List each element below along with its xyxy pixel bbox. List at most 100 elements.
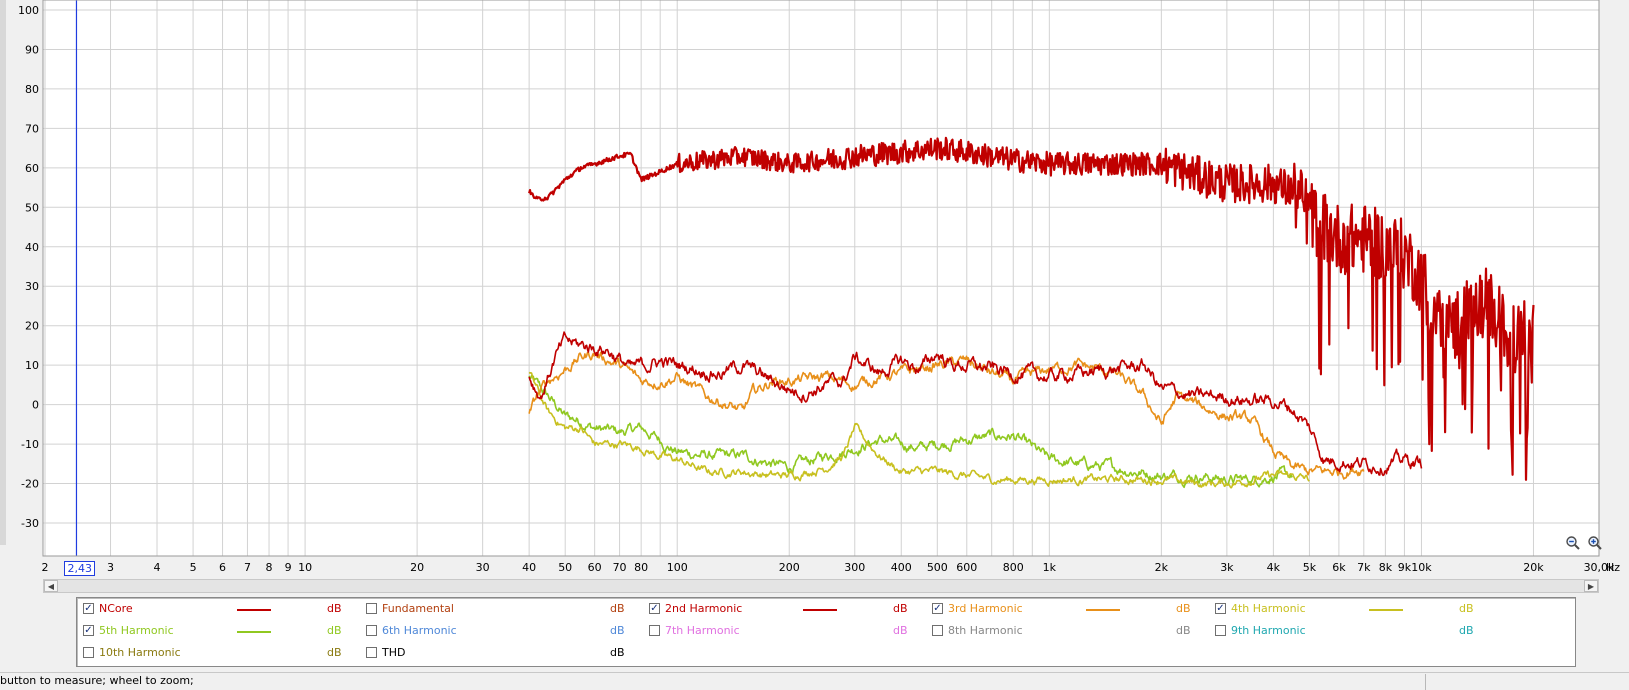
legend-checkbox-7th-harmonic[interactable] <box>649 625 660 636</box>
legend-item-8th-harmonic[interactable]: 8th Harmonic dB <box>926 622 1216 640</box>
status-text: button to measure; wheel to zoom; <box>0 674 194 687</box>
x-tick-label: 40 <box>522 561 536 574</box>
legend-item-7th-harmonic[interactable]: 7th Harmonic dB <box>643 622 933 640</box>
legend-line-swatch <box>237 609 271 611</box>
x-tick-label: 6 <box>219 561 226 574</box>
plot-area[interactable] <box>43 0 1599 556</box>
scroll-left-arrow[interactable]: ◀ <box>44 580 58 592</box>
x-tick-label: 7 <box>244 561 251 574</box>
x-tick-label: 60 <box>588 561 602 574</box>
legend-checkbox-5th-harmonic[interactable]: ✓ <box>83 625 94 636</box>
y-tick-label: 30 <box>25 280 39 293</box>
legend-label: 8th Harmonic <box>948 624 1023 637</box>
series-line-2nd-harmonic <box>528 331 1423 477</box>
legend-unit: dB <box>610 624 625 637</box>
legend-unit: dB <box>1176 624 1191 637</box>
legend-checkbox-fundamental[interactable] <box>366 603 377 614</box>
legend-item-ncore[interactable]: ✓ NCore dB <box>77 600 367 618</box>
legend-checkbox-4th-harmonic[interactable]: ✓ <box>1215 603 1226 614</box>
legend-unit: dB <box>893 602 908 615</box>
x-tick-label: 2k <box>1155 561 1169 574</box>
x-tick-label: 7k <box>1357 561 1371 574</box>
legend-unit: dB <box>893 624 908 637</box>
y-tick-label: 80 <box>25 83 39 96</box>
legend-unit: dB <box>610 646 625 659</box>
x-tick-label: 3k <box>1220 561 1234 574</box>
x-tick-label: 500 <box>927 561 948 574</box>
y-tick-label: -10 <box>21 438 39 451</box>
x-tick-label: 70 <box>613 561 627 574</box>
legend-checkbox-ncore[interactable]: ✓ <box>83 603 94 614</box>
legend-checkbox-9th-harmonic[interactable] <box>1215 625 1226 636</box>
legend-item-3rd-harmonic[interactable]: ✓ 3rd Harmonic dB <box>926 600 1216 618</box>
zoom-in-icon[interactable] <box>1587 535 1603 551</box>
x-tick-label: 1k <box>1043 561 1057 574</box>
y-tick-label: -30 <box>21 517 39 530</box>
zoom-out-icon[interactable] <box>1565 535 1581 551</box>
legend-panel: ✓ NCore dB Fundamental dB ✓ 2nd Harmonic dB ✓ 3rd… <box>76 597 1576 667</box>
x-tick-label: 20 <box>410 561 424 574</box>
legend-unit: dB <box>327 602 342 615</box>
x-tick-label: 300 <box>844 561 865 574</box>
legend-item-6th-harmonic[interactable]: 6th Harmonic dB <box>360 622 650 640</box>
vertical-scrollbar[interactable] <box>0 0 6 545</box>
legend-label: 2nd Harmonic <box>665 602 743 615</box>
x-tick-label: 100 <box>667 561 688 574</box>
legend-checkbox-10th-harmonic[interactable] <box>83 647 94 658</box>
legend-checkbox-thd[interactable] <box>366 647 377 658</box>
y-tick-label: 20 <box>25 320 39 333</box>
legend-label: 5th Harmonic <box>99 624 174 637</box>
legend-line-swatch <box>803 609 837 611</box>
legend-checkbox-8th-harmonic[interactable] <box>932 625 943 636</box>
legend-item-fundamental[interactable]: Fundamental dB <box>360 600 650 618</box>
legend-checkbox-3rd-harmonic[interactable]: ✓ <box>932 603 943 614</box>
legend-label: NCore <box>99 602 133 615</box>
legend-item-9th-harmonic[interactable]: 9th Harmonic dB <box>1209 622 1499 640</box>
cursor-frequency-label: 2,43 <box>64 561 95 576</box>
y-tick-label: 100 <box>18 4 39 17</box>
y-tick-label: 10 <box>25 359 39 372</box>
y-tick-label: 50 <box>25 201 39 214</box>
legend-item-10th-harmonic[interactable]: 10th Harmonic dB <box>77 644 367 662</box>
legend-checkbox-2nd-harmonic[interactable]: ✓ <box>649 603 660 614</box>
legend-checkbox-6th-harmonic[interactable] <box>366 625 377 636</box>
legend-item-thd[interactable]: THD dB <box>360 644 650 662</box>
legend-item-5th-harmonic[interactable]: ✓ 5th Harmonic dB <box>77 622 367 640</box>
horizontal-scrollbar[interactable]: ◀ ▶ <box>43 579 1599 593</box>
y-tick-label: 0 <box>32 399 39 412</box>
x-tick-label: 4 <box>154 561 161 574</box>
series-line-4th-harmonic <box>528 371 1310 489</box>
x-tick-label: 30,0k <box>1584 561 1615 574</box>
legend-label: 9th Harmonic <box>1231 624 1306 637</box>
y-tick-label: 90 <box>25 43 39 56</box>
status-bar: button to measure; wheel to zoom; <box>0 672 1629 690</box>
x-tick-label: 5k <box>1303 561 1317 574</box>
x-tick-label: 6k <box>1332 561 1346 574</box>
legend-item-4th-harmonic[interactable]: ✓ 4th Harmonic dB <box>1209 600 1499 618</box>
x-tick-label: 9k <box>1398 561 1412 574</box>
x-tick-label: 5 <box>190 561 197 574</box>
x-tick-label: 600 <box>956 561 977 574</box>
legend-unit: dB <box>327 624 342 637</box>
x-tick-label: 8 <box>266 561 273 574</box>
y-tick-label: 40 <box>25 241 39 254</box>
legend-label: Fundamental <box>382 602 454 615</box>
y-tick-label: 60 <box>25 162 39 175</box>
x-tick-label: 3 <box>107 561 114 574</box>
x-tick-label: 50 <box>558 561 572 574</box>
scroll-right-arrow[interactable]: ▶ <box>1584 580 1598 592</box>
legend-unit: dB <box>1459 624 1474 637</box>
x-tick-label: 10k <box>1411 561 1432 574</box>
legend-line-swatch <box>1369 609 1403 611</box>
legend-label: THD <box>382 646 406 659</box>
legend-label: 3rd Harmonic <box>948 602 1023 615</box>
status-divider <box>1425 674 1426 690</box>
x-tick-label: 10 <box>298 561 312 574</box>
x-tick-label: 20k <box>1523 561 1544 574</box>
legend-unit: dB <box>1459 602 1474 615</box>
legend-unit: dB <box>610 602 625 615</box>
x-tick-label: 80 <box>634 561 648 574</box>
y-tick-label: 70 <box>25 122 39 135</box>
legend-item-2nd-harmonic[interactable]: ✓ 2nd Harmonic dB <box>643 600 933 618</box>
